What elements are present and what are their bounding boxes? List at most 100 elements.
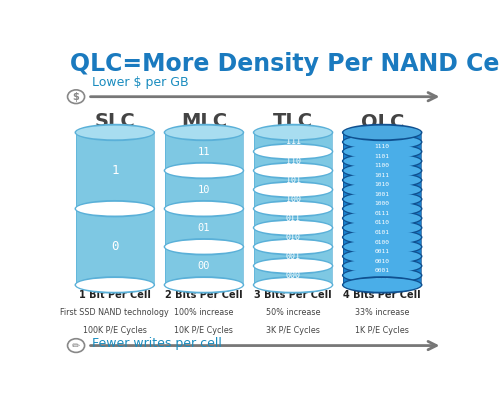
Text: 1K P/E Cycles: 1K P/E Cycles (355, 326, 409, 335)
Text: 1001: 1001 (374, 192, 390, 197)
Ellipse shape (164, 238, 244, 255)
Text: 01: 01 (198, 223, 210, 233)
Bar (165, 247, 242, 285)
Text: 0101: 0101 (374, 230, 390, 235)
Ellipse shape (344, 259, 421, 273)
Ellipse shape (342, 276, 422, 294)
Bar (344, 133, 421, 142)
Ellipse shape (253, 124, 334, 141)
Bar (254, 266, 332, 285)
Ellipse shape (254, 164, 332, 177)
Ellipse shape (165, 240, 242, 254)
Ellipse shape (164, 276, 244, 294)
Ellipse shape (253, 143, 334, 160)
Bar (254, 228, 332, 247)
Ellipse shape (76, 126, 154, 139)
Text: Fewer writes per cell: Fewer writes per cell (92, 337, 222, 349)
Text: $: $ (72, 92, 80, 102)
Bar (254, 133, 332, 152)
Ellipse shape (342, 162, 422, 179)
Ellipse shape (342, 229, 422, 246)
Text: 010: 010 (286, 233, 300, 242)
Text: 0100: 0100 (374, 240, 390, 244)
Ellipse shape (74, 124, 155, 141)
Text: 110: 110 (286, 157, 300, 166)
Bar (344, 218, 421, 228)
Ellipse shape (342, 133, 422, 151)
Ellipse shape (253, 238, 334, 255)
Text: 4 Bits Per Cell: 4 Bits Per Cell (344, 290, 421, 300)
Ellipse shape (254, 259, 332, 273)
Text: 101: 101 (286, 176, 300, 185)
Ellipse shape (74, 276, 155, 294)
Bar (254, 170, 332, 189)
Bar (344, 237, 421, 247)
Ellipse shape (342, 210, 422, 227)
Text: 1: 1 (111, 164, 118, 177)
Text: 1011: 1011 (374, 173, 390, 178)
Text: 100K P/E Cycles: 100K P/E Cycles (83, 326, 147, 335)
Ellipse shape (164, 124, 244, 141)
Ellipse shape (254, 126, 332, 139)
Ellipse shape (342, 171, 422, 189)
Ellipse shape (253, 200, 334, 217)
Ellipse shape (254, 221, 332, 235)
Text: 0001: 0001 (374, 268, 390, 273)
Bar (344, 161, 421, 170)
Bar (344, 170, 421, 180)
Text: 0111: 0111 (374, 211, 390, 216)
Text: 011: 011 (286, 214, 300, 223)
Text: QLC=More Density Per NAND Cell: QLC=More Density Per NAND Cell (70, 52, 500, 76)
Text: 3 Bits Per Cell: 3 Bits Per Cell (254, 290, 332, 300)
Text: 0010: 0010 (374, 259, 390, 263)
Bar (344, 142, 421, 152)
Text: First SSD NAND technology: First SSD NAND technology (60, 307, 169, 317)
Ellipse shape (344, 183, 421, 196)
Ellipse shape (76, 202, 154, 215)
Ellipse shape (344, 135, 421, 149)
Ellipse shape (344, 173, 421, 187)
Ellipse shape (253, 276, 334, 294)
Bar (76, 133, 154, 209)
Bar (344, 247, 421, 256)
Text: 0110: 0110 (374, 221, 390, 225)
Text: 1000: 1000 (374, 202, 390, 206)
Text: TLC: TLC (273, 112, 313, 131)
Text: 001: 001 (286, 252, 300, 261)
Bar (165, 209, 242, 247)
Bar (344, 209, 421, 218)
Ellipse shape (254, 240, 332, 254)
Ellipse shape (344, 202, 421, 215)
Ellipse shape (344, 269, 421, 282)
Ellipse shape (342, 124, 422, 141)
Ellipse shape (254, 202, 332, 215)
Ellipse shape (344, 250, 421, 263)
Ellipse shape (342, 181, 422, 198)
Text: 1110: 1110 (374, 144, 390, 149)
Ellipse shape (254, 145, 332, 158)
Ellipse shape (164, 200, 244, 217)
Text: 000: 000 (286, 271, 300, 280)
Ellipse shape (253, 257, 334, 275)
Text: 11: 11 (198, 147, 210, 156)
Bar (344, 228, 421, 237)
Bar (76, 209, 154, 285)
Bar (344, 152, 421, 161)
Ellipse shape (254, 278, 332, 292)
Text: MLC: MLC (181, 112, 227, 131)
Ellipse shape (344, 126, 421, 139)
Bar (165, 133, 242, 170)
Ellipse shape (344, 211, 421, 225)
Text: 1101: 1101 (374, 154, 390, 159)
Ellipse shape (342, 219, 422, 236)
Ellipse shape (344, 164, 421, 177)
Text: 1100: 1100 (374, 163, 390, 168)
Text: 33% increase: 33% increase (355, 307, 410, 317)
Ellipse shape (76, 278, 154, 292)
Ellipse shape (165, 164, 242, 177)
Ellipse shape (342, 200, 422, 217)
Ellipse shape (344, 154, 421, 168)
Text: 1010: 1010 (374, 182, 390, 187)
Text: 3K P/E Cycles: 3K P/E Cycles (266, 326, 320, 335)
Bar (165, 170, 242, 209)
